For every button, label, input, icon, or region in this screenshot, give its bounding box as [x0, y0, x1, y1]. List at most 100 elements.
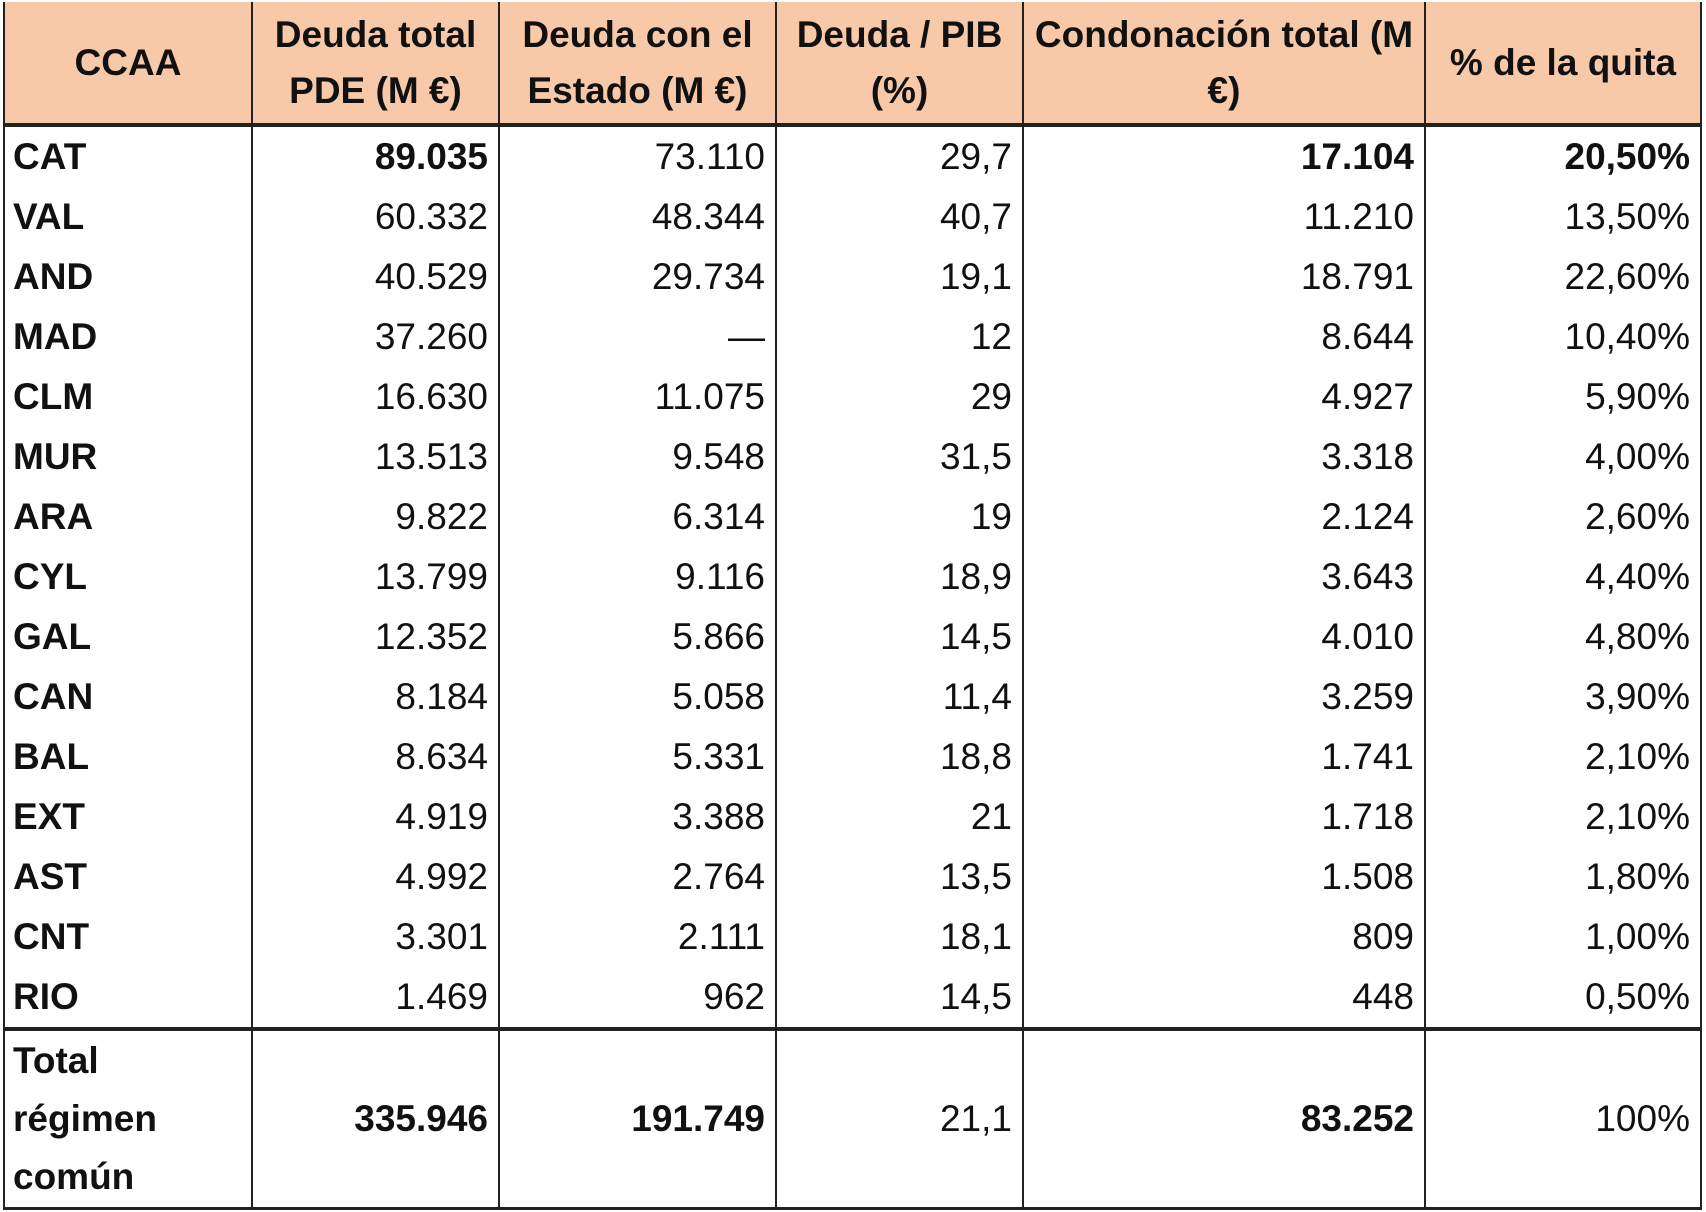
- value-cell: 31,5: [775, 427, 1024, 487]
- value-cell: 4.919: [251, 787, 500, 847]
- value-cell: 18.791: [1022, 247, 1426, 307]
- value-cell: 5.866: [498, 607, 777, 667]
- table-row: MAD 37.260—12 8.644 10,40%: [3, 307, 1702, 367]
- header-cell: % de la quita: [1424, 2, 1702, 127]
- value-cell: 1.508: [1022, 847, 1426, 907]
- table-row: RIO 1.469 962 14,5 448 0,50%: [3, 967, 1702, 1029]
- header-cell: Deuda total PDE (M €): [251, 2, 500, 127]
- table-row: AST 4.992 2.764 13,5 1.508 1,80%: [3, 847, 1702, 907]
- value-cell: 17.104: [1022, 125, 1426, 187]
- table-row: GAL 12.352 5.866 14,5 4.010 4,80%: [3, 607, 1702, 667]
- value-cell: 5.058: [498, 667, 777, 727]
- region-cell: CAN: [3, 667, 253, 727]
- value-cell: 2.764: [498, 847, 777, 907]
- region-cell: CNT: [3, 907, 253, 967]
- value-cell: 3.643: [1022, 547, 1426, 607]
- header-cell: Condonación total (M €): [1022, 2, 1426, 127]
- value-cell: 8.184: [251, 667, 500, 727]
- value-cell: 3,90%: [1424, 667, 1702, 727]
- value-cell: 5,90%: [1424, 367, 1702, 427]
- value-cell: 37.260: [251, 307, 500, 367]
- value-cell: 9.822: [251, 487, 500, 547]
- table-row: CAT 89.035 73.110 29,7 17.104 20,50%: [3, 125, 1702, 187]
- value-cell: 3.388: [498, 787, 777, 847]
- value-cell: 1.741: [1022, 727, 1426, 787]
- value-cell: 14,5: [775, 607, 1024, 667]
- value-cell: 809: [1022, 907, 1426, 967]
- table-row: ARA 9.822 6.314 19 2.124 2,60%: [3, 487, 1702, 547]
- value-cell: 0,50%: [1424, 967, 1702, 1029]
- value-cell: 4.992: [251, 847, 500, 907]
- value-cell: 9.548: [498, 427, 777, 487]
- value-cell: 962: [498, 967, 777, 1029]
- value-cell: 13,5: [775, 847, 1024, 907]
- value-cell: 40,7: [775, 187, 1024, 247]
- value-cell: 3.301: [251, 907, 500, 967]
- region-cell: GAL: [3, 607, 253, 667]
- region-cell: ARA: [3, 487, 253, 547]
- value-cell: 2,10%: [1424, 787, 1702, 847]
- value-cell: 22,60%: [1424, 247, 1702, 307]
- value-cell: 73.110: [498, 125, 777, 187]
- region-cell: MAD: [3, 307, 253, 367]
- value-cell: 13,50%: [1424, 187, 1702, 247]
- value-cell: 4.010: [1022, 607, 1426, 667]
- value-cell: 11.075: [498, 367, 777, 427]
- region-cell: BAL: [3, 727, 253, 787]
- region-cell: CAT: [3, 125, 253, 187]
- value-cell: 2.111: [498, 907, 777, 967]
- value-cell: 16.630: [251, 367, 500, 427]
- header-row: CCAA Deuda total PDE (M €) Deuda con el Es…: [3, 2, 1702, 127]
- value-cell: 19,1: [775, 247, 1024, 307]
- region-cell: EXT: [3, 787, 253, 847]
- total-cell: 21,1: [775, 1027, 1024, 1210]
- header-cell: CCAA: [3, 2, 253, 127]
- debt-table: CCAA Deuda total PDE (M €) Deuda con el Es…: [3, 2, 1702, 1210]
- value-cell: 13.513: [251, 427, 500, 487]
- total-label: Total régimen común: [3, 1027, 253, 1210]
- region-cell: AST: [3, 847, 253, 907]
- value-cell: 4,40%: [1424, 547, 1702, 607]
- table-row: CLM 16.630 11.075 29 4.927 5,90%: [3, 367, 1702, 427]
- value-cell: 1.469: [251, 967, 500, 1029]
- value-cell: 11,4: [775, 667, 1024, 727]
- value-cell: 29.734: [498, 247, 777, 307]
- value-cell: 4.927: [1022, 367, 1426, 427]
- value-cell: 12: [775, 307, 1024, 367]
- value-cell: 40.529: [251, 247, 500, 307]
- value-cell: 2,60%: [1424, 487, 1702, 547]
- table-header: CCAA Deuda total PDE (M €) Deuda con el Es…: [3, 2, 1702, 127]
- table-row: BAL 8.634 5.331 18,8 1.741 2,10%: [3, 727, 1702, 787]
- value-cell: 13.799: [251, 547, 500, 607]
- value-cell: 4,00%: [1424, 427, 1702, 487]
- value-cell: 10,40%: [1424, 307, 1702, 367]
- value-cell: 3.318: [1022, 427, 1426, 487]
- total-cell: 100%: [1424, 1027, 1702, 1210]
- table-row: AND 40.529 29.734 19,1 18.791 22,60%: [3, 247, 1702, 307]
- value-cell: 2,10%: [1424, 727, 1702, 787]
- value-cell: 11.210: [1022, 187, 1426, 247]
- value-cell: 8.634: [251, 727, 500, 787]
- value-cell: 14,5: [775, 967, 1024, 1029]
- value-cell: 29,7: [775, 125, 1024, 187]
- total-cell: 191.749: [498, 1027, 777, 1210]
- region-cell: AND: [3, 247, 253, 307]
- region-cell: CYL: [3, 547, 253, 607]
- table-row: CAN 8.184 5.058 11,4 3.259 3,90%: [3, 667, 1702, 727]
- value-cell: 60.332: [251, 187, 500, 247]
- region-cell: MUR: [3, 427, 253, 487]
- header-cell: Deuda / PIB (%): [775, 2, 1024, 127]
- value-cell: 18,8: [775, 727, 1024, 787]
- value-cell: 18,9: [775, 547, 1024, 607]
- table-row: CNT 3.301 2.111 18,1 809 1,00%: [3, 907, 1702, 967]
- table-body: CAT 89.035 73.110 29,7 17.104 20,50% VAL 60.332…: [3, 125, 1702, 1210]
- total-row: Total régimen común 335.946 191.749 21,1 83.…: [3, 1027, 1702, 1210]
- region-cell: CLM: [3, 367, 253, 427]
- value-cell: 5.331: [498, 727, 777, 787]
- value-cell: 448: [1022, 967, 1426, 1029]
- value-cell: 21: [775, 787, 1024, 847]
- value-cell: 48.344: [498, 187, 777, 247]
- value-cell: 12.352: [251, 607, 500, 667]
- total-cell: 335.946: [251, 1027, 500, 1210]
